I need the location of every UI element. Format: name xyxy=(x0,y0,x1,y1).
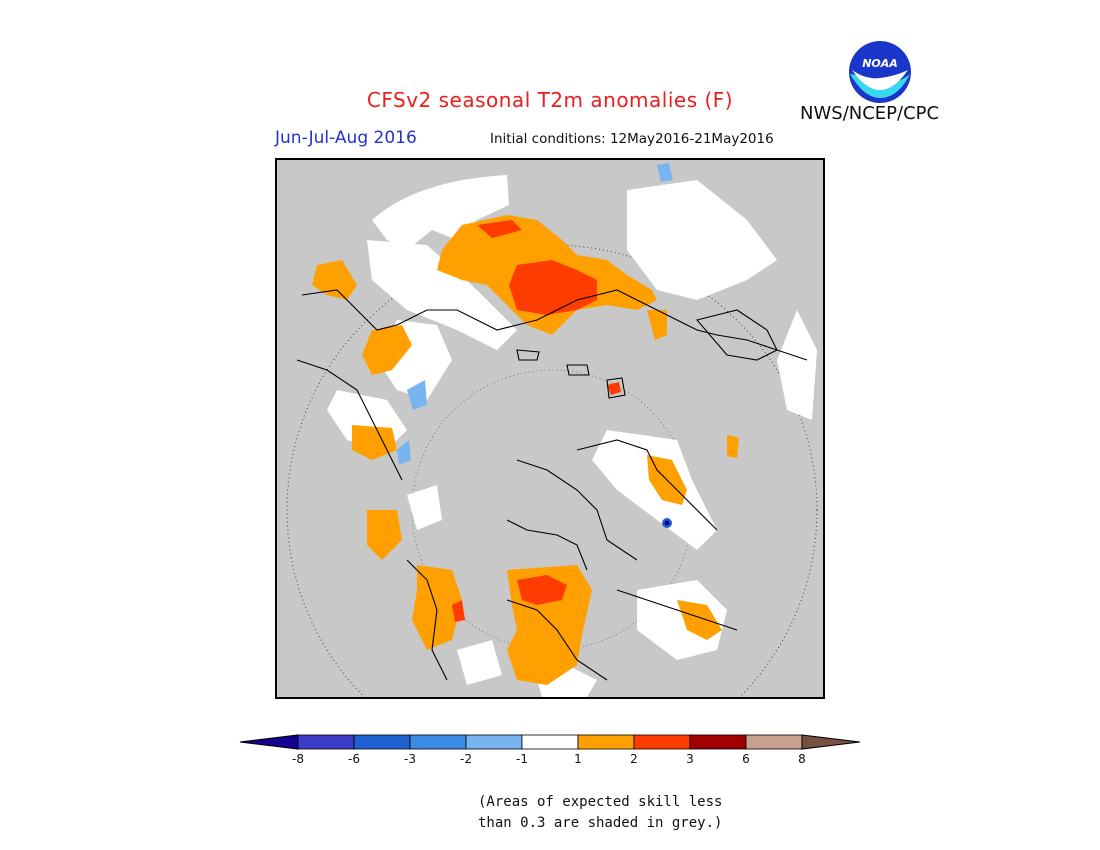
legend-tick-label: 3 xyxy=(686,752,694,766)
color-scale-legend xyxy=(238,732,863,772)
legend-tick-label: -1 xyxy=(516,752,528,766)
legend-bin xyxy=(297,734,355,750)
legend-bin xyxy=(353,734,411,750)
legend-bin-lower-arrow xyxy=(239,734,299,750)
legend-bin xyxy=(689,734,747,750)
near-normal-regions xyxy=(327,175,817,697)
legend-tick-label: 1 xyxy=(574,752,582,766)
legend-tick-label: -3 xyxy=(404,752,416,766)
legend-bin-upper-arrow xyxy=(801,734,861,750)
noaa-logo-text: NOAA xyxy=(862,57,898,70)
noaa-logo: NOAA xyxy=(848,40,912,104)
skill-note: (Areas of expected skill less than 0.3 a… xyxy=(478,792,722,834)
skill-note-line-1: (Areas of expected skill less xyxy=(478,794,723,810)
season-label: Jun-Jul-Aug 2016 xyxy=(275,128,417,148)
chart-title: CFSv2 seasonal T2m anomalies (F) xyxy=(366,88,734,112)
initial-conditions-label: Initial conditions: 12May2016-21May2016 xyxy=(490,131,774,147)
legend-tick-label: 8 xyxy=(798,752,806,766)
legend-bin xyxy=(577,734,635,750)
skill-note-line-2: than 0.3 are shaded in grey.) xyxy=(478,815,723,831)
legend-tick-label: 2 xyxy=(630,752,638,766)
legend-tick-label: -6 xyxy=(348,752,360,766)
anomaly-map xyxy=(275,158,825,699)
agency-label: NWS/NCEP/CPC xyxy=(800,103,940,124)
legend-bin xyxy=(521,734,579,750)
legend-bin xyxy=(409,734,467,750)
legend-tick-label: 6 xyxy=(742,752,750,766)
cool-anomaly-regions xyxy=(397,163,673,465)
legend-bin xyxy=(633,734,691,750)
legend-bin xyxy=(745,734,803,750)
legend-tick-label: -8 xyxy=(292,752,304,766)
legend-bin xyxy=(465,734,523,750)
cold-spot-core xyxy=(664,520,670,526)
legend-tick-label: -2 xyxy=(460,752,472,766)
coastlines xyxy=(296,289,808,681)
